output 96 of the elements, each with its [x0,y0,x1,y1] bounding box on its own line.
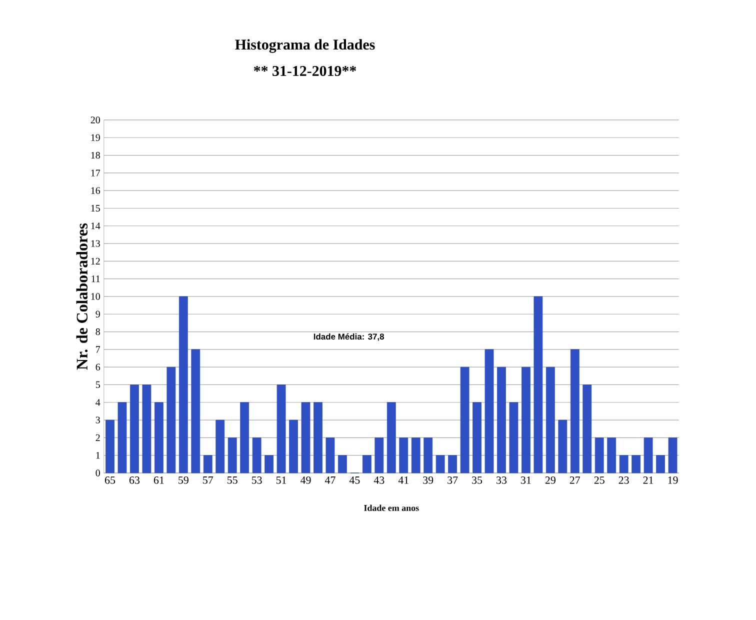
y-tick-label: 3 [96,416,100,424]
bar [314,402,322,474]
bar [276,384,286,474]
y-tick-label: 14 [91,222,100,230]
x-tick-label: 53 [252,476,262,484]
bar [534,296,543,474]
bar [326,437,335,474]
x-tick-label: 59 [178,476,188,484]
x-tick-label: 25 [594,476,604,484]
bar [178,296,188,474]
x-tick-label: 23 [618,476,629,484]
y-tick-label: 9 [96,310,100,318]
y-tick-label: 0 [96,470,100,476]
bar [166,366,176,474]
bar [411,437,420,474]
bar [118,402,127,474]
y-tick-label: 4 [96,399,100,406]
bar [289,420,298,474]
bar [203,455,212,474]
y-tick-label: 6 [96,364,100,370]
y-tick-label: 7 [96,346,100,353]
bar [522,366,530,474]
y-tick-label: 19 [91,134,100,141]
bar [484,349,494,474]
bar [472,402,482,474]
bar [228,437,237,474]
bar [607,437,616,474]
bar [301,402,310,474]
bar [436,455,445,474]
x-tick-label: 65 [105,476,116,484]
annotation: Idade Média: 37,8 [314,333,384,341]
y-tick-label: 13 [91,240,100,247]
x-tick-label: 31 [521,476,531,484]
x-tick-label: 43 [374,476,384,484]
bar [497,366,506,474]
bar [570,349,580,474]
bar [558,420,568,474]
x-axis-title: Idade em anos [364,504,419,512]
y-tick-label: 5 [96,381,100,388]
bar [106,420,114,474]
bar [632,455,641,474]
bar [582,384,592,474]
bar [460,366,470,474]
bar [656,455,665,474]
y-tick-label: 20 [90,116,100,124]
y-tick-label: 8 [96,328,100,336]
y-tick-label: 15 [91,204,100,212]
bar [362,455,372,474]
y-axis-title: Nr. de Colaboradores [76,223,88,370]
y-tick-label: 12 [91,258,100,264]
bar [338,455,347,474]
x-tick-label: 41 [398,476,408,484]
y-tick-label: 18 [91,152,100,159]
x-tick-label: 51 [276,476,286,484]
bar [252,437,262,474]
y-tick-label: 11 [92,276,100,282]
bar [154,402,164,474]
x-tick-label: 37 [448,476,458,484]
x-tick-label: 39 [423,476,434,484]
bar [130,384,139,474]
y-tick-label: 17 [91,170,100,176]
x-tick-label: 49 [300,476,311,484]
bar [594,437,604,474]
x-tick-label: 45 [349,476,360,484]
bar [424,437,433,474]
bar [399,437,408,474]
bar [546,366,555,474]
chart-subtitle: ** 31-12-2019** [254,66,356,76]
x-tick-label: 19 [668,476,678,484]
x-tick-label: 29 [545,476,556,484]
y-tick-label: 2 [96,434,100,441]
y-tick-label: 10 [91,293,100,300]
x-tick-label: 35 [472,476,482,484]
x-tick-label: 33 [496,476,507,484]
bar [509,402,518,474]
x-tick-label: 61 [154,476,164,484]
bar [240,402,250,474]
bar [448,455,458,474]
x-tick-label: 63 [129,476,140,484]
bar [386,402,396,474]
bar [191,349,200,474]
chart-title: Histograma de Idades [235,39,375,53]
x-tick-label: 55 [228,476,238,484]
bar [668,437,678,474]
x-tick-label: 47 [324,476,336,484]
bar [142,384,152,474]
x-tick-label: 21 [643,476,654,484]
y-tick-label: 16 [91,187,100,194]
bar [264,455,274,474]
bar [374,437,384,474]
bar [644,437,653,474]
bar [619,455,628,474]
x-tick-label: 57 [203,476,214,484]
bar [216,420,225,474]
x-tick-label: 27 [570,476,580,484]
y-tick-label: 1 [96,452,100,459]
